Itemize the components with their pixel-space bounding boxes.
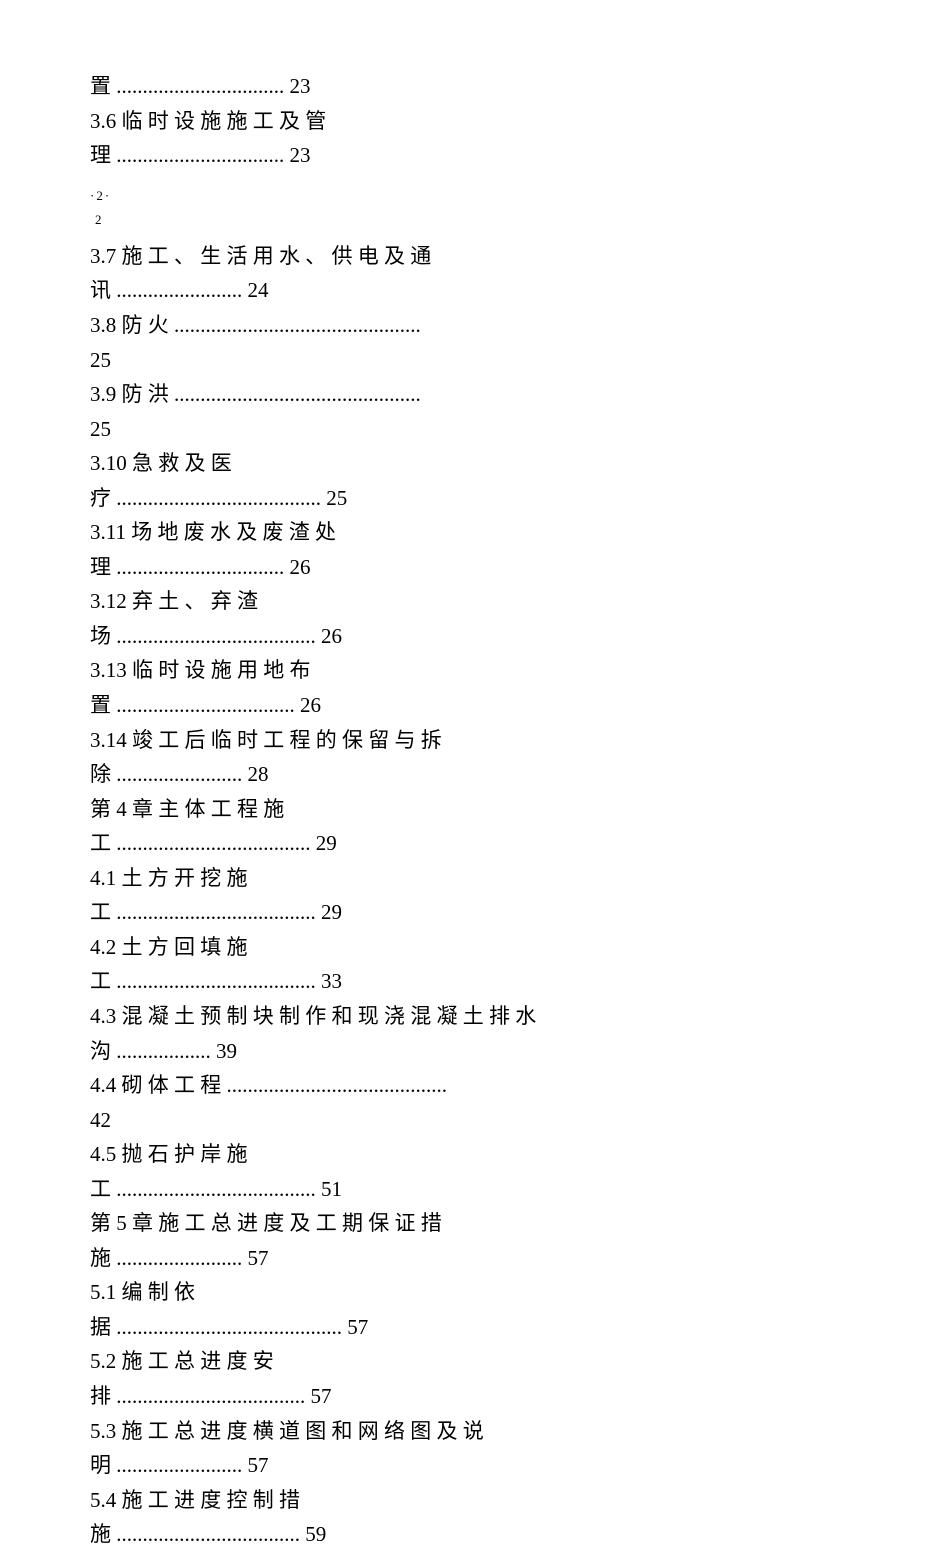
toc-line: 25 (90, 413, 860, 446)
toc-line: 5.1 编 制 依 (90, 1276, 860, 1309)
toc-line: 第 4 章 主 体 工 程 施 (90, 793, 860, 826)
toc-line: 工 ......................................… (90, 1173, 860, 1206)
toc-line: 除 ........................ 28 (90, 758, 860, 791)
page-marker-sub: 2 (95, 210, 860, 230)
toc-line: 明 ........................ 57 (90, 1449, 860, 1482)
toc-line: 5.2 施 工 总 进 度 安 (90, 1345, 860, 1378)
toc-line: 4.1 土 方 开 挖 施 (90, 862, 860, 895)
toc-line: 排 .................................... 5… (90, 1380, 860, 1413)
toc-line: 3.10 急 救 及 医 (90, 447, 860, 480)
toc-line: 理 ................................ 23 (90, 139, 860, 172)
toc-line: 5.4 施 工 进 度 控 制 措 (90, 1484, 860, 1517)
toc-line: 置 ................................ 23 (90, 70, 860, 103)
toc-line: 讯 ........................ 24 (90, 274, 860, 307)
toc-line: 4.3 混 凝 土 预 制 块 制 作 和 现 浇 混 凝 土 排 水 (90, 1000, 860, 1033)
toc-line: 据 ......................................… (90, 1311, 860, 1344)
toc-line: 场 ......................................… (90, 620, 860, 653)
toc-line: 工 ..................................... … (90, 827, 860, 860)
toc-line: 3.11 场 地 废 水 及 废 渣 处 (90, 516, 860, 549)
toc-line: 施 ................................... 59 (90, 1518, 860, 1551)
toc-line: 疗 ......................................… (90, 482, 860, 515)
toc-line: 理 ................................ 26 (90, 551, 860, 584)
toc-line: 置 .................................. 26 (90, 689, 860, 722)
toc-line: 4.5 抛 石 护 岸 施 (90, 1138, 860, 1171)
toc-line: 3.13 临 时 设 施 用 地 布 (90, 654, 860, 687)
toc-line: 3.8 防 火 ................................… (90, 309, 860, 342)
toc-line: 3.6 临 时 设 施 施 工 及 管 (90, 105, 860, 138)
toc-container: 置 ................................ 233.6… (90, 70, 860, 1551)
toc-line: 3.7 施 工 、 生 活 用 水 、 供 电 及 通 (90, 240, 860, 273)
toc-line: 4.4 砌 体 工 程 ............................… (90, 1069, 860, 1102)
toc-line: 工 ......................................… (90, 896, 860, 929)
toc-line: 施 ........................ 57 (90, 1242, 860, 1275)
toc-line: 25 (90, 344, 860, 377)
toc-line: 4.2 土 方 回 填 施 (90, 931, 860, 964)
page-marker: ·2· (90, 186, 860, 206)
toc-line: 第 5 章 施 工 总 进 度 及 工 期 保 证 措 (90, 1207, 860, 1240)
toc-line: 3.12 弃 土 、 弃 渣 (90, 585, 860, 618)
toc-line: 工 ......................................… (90, 965, 860, 998)
toc-line: 3.9 防 洪 ................................… (90, 378, 860, 411)
toc-line: 5.3 施 工 总 进 度 横 道 图 和 网 络 图 及 说 (90, 1415, 860, 1448)
toc-line: 沟 .................. 39 (90, 1035, 860, 1068)
toc-line: 42 (90, 1104, 860, 1137)
toc-line: 3.14 竣 工 后 临 时 工 程 的 保 留 与 拆 (90, 724, 860, 757)
